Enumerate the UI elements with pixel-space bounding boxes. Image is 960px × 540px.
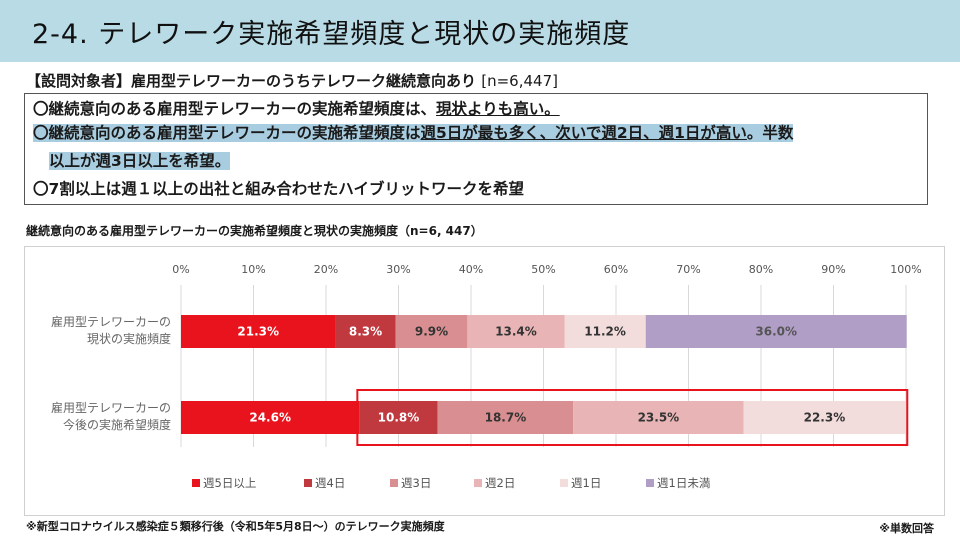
stacked-bar-chart: 0% 10% 20% 30% 40% 50% 60% 70% 80% 90% 100% 21.3% 8.… bbox=[51, 263, 922, 490]
category-label: 現状の実施頻度 bbox=[87, 331, 171, 346]
data-label: 11.2% bbox=[584, 325, 626, 339]
summary-point-2: 〇継続意向のある雇用型テレワーカーの実施希望頻度は週5日が最も多く、次いで週2日… bbox=[33, 122, 794, 144]
legend-label: 週1日未満 bbox=[657, 476, 710, 490]
bar-segment bbox=[359, 401, 438, 434]
legend-swatch bbox=[474, 479, 482, 487]
bar-segment bbox=[335, 315, 396, 348]
data-label: 24.6% bbox=[249, 411, 291, 425]
x-tick-label: 0% bbox=[172, 263, 189, 276]
summary-point-2-text: 〇継続意向のある雇用型テレワーカーの実施希望頻度は bbox=[33, 124, 421, 142]
data-label: 21.3% bbox=[237, 325, 279, 339]
x-tick-label: 100% bbox=[890, 263, 921, 276]
x-tick-label: 60% bbox=[604, 263, 628, 276]
data-label: 36.0% bbox=[755, 325, 797, 339]
summary-point-3: 〇7割以上は週１以上の出社と組み合わせたハイブリットワークを希望 bbox=[33, 180, 524, 198]
x-tick-label: 10% bbox=[241, 263, 265, 276]
bar-segment bbox=[573, 401, 744, 434]
chart-frame: 0% 10% 20% 30% 40% 50% 60% 70% 80% 90% 100% 21.3% 8.… bbox=[24, 246, 945, 516]
summary-point-1-emphasis: 現状よりも高い。 bbox=[436, 100, 560, 118]
bar-segment bbox=[181, 401, 360, 434]
x-tick-label: 40% bbox=[459, 263, 483, 276]
category-label: 雇用型テレワーカーの bbox=[51, 314, 171, 329]
bar-segment bbox=[645, 315, 907, 348]
summary-point-1: 〇継続意向のある雇用型テレワーカーの実施希望頻度は、現状よりも高い。 bbox=[33, 98, 560, 120]
legend-label: 週5日以上 bbox=[203, 476, 256, 490]
target-n: [n=6,447] bbox=[481, 72, 558, 90]
footnote: ※新型コロナウイルス感染症５類移行後（令和5年5月8日～）のテレワーク実施頻度 bbox=[26, 520, 445, 533]
bar-segment bbox=[467, 315, 565, 348]
data-label: 22.3% bbox=[804, 411, 846, 425]
summary-point-2-tail: 。半数 bbox=[746, 124, 794, 142]
footnote-answer-type: ※単数回答 bbox=[879, 522, 934, 535]
data-label: 23.5% bbox=[638, 411, 680, 425]
legend-label: 週3日 bbox=[401, 476, 431, 490]
summary-point-1-text: 〇継続意向のある雇用型テレワーカーの実施希望頻度は、 bbox=[33, 100, 437, 118]
legend-swatch bbox=[304, 479, 312, 487]
bar-segment bbox=[743, 401, 906, 434]
summary-point-2-continued: 以上が週3日以上を希望。 bbox=[49, 150, 231, 172]
legend-swatch bbox=[192, 479, 200, 487]
legend-swatch bbox=[646, 479, 654, 487]
target-label: 【設問対象者】雇用型テレワーカーのうちテレワーク継続意向あり bbox=[26, 72, 477, 90]
x-tick-label: 80% bbox=[749, 263, 773, 276]
data-label: 13.4% bbox=[495, 325, 537, 339]
title-band: 2-4. テレワーク実施希望頻度と現状の実施頻度 bbox=[0, 0, 960, 62]
legend-label: 週4日 bbox=[315, 476, 345, 490]
summary-box: 〇継続意向のある雇用型テレワーカーの実施希望頻度は、現状よりも高い。 〇継続意向… bbox=[24, 93, 928, 205]
legend-label: 週2日 bbox=[485, 476, 515, 490]
x-tick-label: 30% bbox=[386, 263, 410, 276]
legend-swatch bbox=[390, 479, 398, 487]
bar-segment bbox=[181, 315, 336, 348]
data-label: 10.8% bbox=[378, 411, 420, 425]
bar-segment bbox=[395, 315, 468, 348]
bar-segment bbox=[437, 401, 574, 434]
data-label: 9.9% bbox=[415, 325, 448, 339]
highlight-box bbox=[356, 389, 909, 446]
x-tick-label: 70% bbox=[676, 263, 700, 276]
target-respondents: 【設問対象者】雇用型テレワーカーのうちテレワーク継続意向あり [n=6,447] bbox=[26, 70, 558, 91]
data-label: 18.7% bbox=[485, 411, 527, 425]
chart-title: 継続意向のある雇用型テレワーカーの実施希望頻度と現状の実施頻度（n=6, 447… bbox=[26, 224, 483, 238]
bar-segment bbox=[564, 315, 646, 348]
page-title: 2-4. テレワーク実施希望頻度と現状の実施頻度 bbox=[32, 19, 631, 50]
summary-point-2-emphasis: 週5日が最も多く、次いで週2日、週1日が高い bbox=[420, 124, 747, 142]
legend-swatch bbox=[560, 479, 568, 487]
summary-point-2-line2: 以上が週3日以上を希望。 bbox=[49, 152, 231, 170]
x-tick-label: 90% bbox=[821, 263, 845, 276]
data-label: 8.3% bbox=[349, 325, 382, 339]
x-tick-label: 20% bbox=[314, 263, 338, 276]
category-label: 今後の実施希望頻度 bbox=[63, 417, 171, 432]
legend-label: 週1日 bbox=[571, 476, 601, 490]
x-tick-label: 50% bbox=[531, 263, 555, 276]
category-label: 雇用型テレワーカーの bbox=[51, 400, 171, 415]
